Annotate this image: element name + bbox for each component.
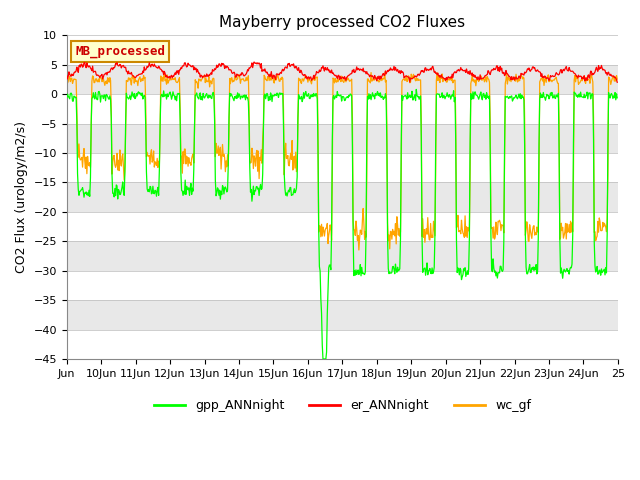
er_ANNnight <box>127 70 135 75</box>
Line: wc_gf: wc_gf <box>67 72 617 250</box>
er_ANNnight <box>613 79 621 85</box>
gpp_ANNnight <box>431 232 439 238</box>
gpp_ANNnight <box>256 185 264 191</box>
wc_gf <box>613 76 621 82</box>
Bar <box>67 65 618 94</box>
Text: MB_processed: MB_processed <box>75 45 165 59</box>
Line: er_ANNnight: er_ANNnight <box>67 62 617 82</box>
gpp_ANNnight <box>613 95 621 101</box>
gpp_ANNnight <box>63 95 70 100</box>
gpp_ANNnight <box>276 92 284 97</box>
gpp_ANNnight <box>319 356 327 362</box>
Bar <box>67 94 618 123</box>
er_ANNnight <box>278 71 285 76</box>
wc_gf <box>276 75 284 81</box>
er_ANNnight <box>228 71 236 76</box>
gpp_ANNnight <box>127 93 135 99</box>
Bar <box>67 271 618 300</box>
wc_gf <box>355 247 363 253</box>
Bar <box>67 123 618 153</box>
Bar <box>67 36 618 65</box>
wc_gf <box>127 82 135 88</box>
wc_gf <box>63 76 70 82</box>
er_ANNnight <box>250 59 258 65</box>
er_ANNnight <box>399 70 407 76</box>
Bar <box>67 329 618 359</box>
Y-axis label: CO2 Flux (urology/m2/s): CO2 Flux (urology/m2/s) <box>15 121 28 273</box>
Bar <box>67 241 618 271</box>
Line: gpp_ANNnight: gpp_ANNnight <box>67 89 617 359</box>
Bar <box>67 182 618 212</box>
wc_gf <box>256 155 264 160</box>
gpp_ANNnight <box>412 86 420 92</box>
Bar <box>67 153 618 182</box>
Bar <box>67 300 618 329</box>
wc_gf <box>431 233 439 239</box>
er_ANNnight <box>257 65 264 71</box>
Title: Mayberry processed CO2 Fluxes: Mayberry processed CO2 Fluxes <box>220 15 465 30</box>
wc_gf <box>228 79 236 85</box>
gpp_ANNnight <box>228 94 236 100</box>
gpp_ANNnight <box>399 94 407 99</box>
wc_gf <box>400 76 408 82</box>
Legend: gpp_ANNnight, er_ANNnight, wc_gf: gpp_ANNnight, er_ANNnight, wc_gf <box>148 395 536 418</box>
Bar <box>67 212 618 241</box>
wc_gf <box>367 70 375 75</box>
er_ANNnight <box>430 69 438 75</box>
er_ANNnight <box>63 73 70 79</box>
